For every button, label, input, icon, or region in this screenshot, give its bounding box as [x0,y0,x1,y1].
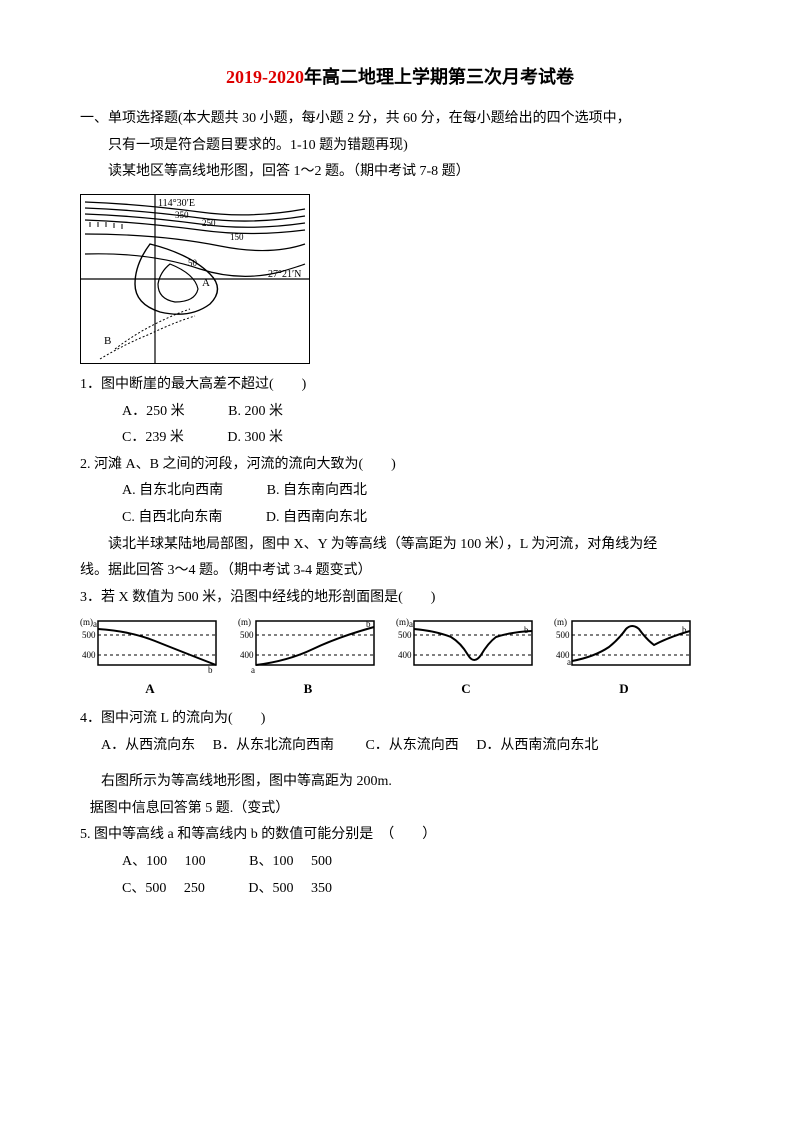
profile-b: (m) a 500 400 b B [238,617,378,702]
pre5-line2: 据图中信息回答第 5 题.（变式） [80,796,720,823]
profile-a: (m) a 500 400 b A [80,617,220,702]
q2-options-row1: A. 自东北向西南 B. 自东南向西北 [80,478,720,505]
q1-text: 1．图中断崖的最大高差不超过( ) [80,372,720,399]
pre5-line1: 右图所示为等高线地形图，图中等高距为 200m. [80,769,720,796]
q4-text: 4．图中河流 L 的流向为( ) [80,706,720,733]
q2-b: B. 自东南向西北 [267,478,367,505]
section-heading: 一、单项选择题(本大题共 30 小题，每小题 2 分，共 60 分，在每小题给出… [80,106,720,133]
svg-text:b: b [524,625,529,635]
section-line3: 读某地区等高线地形图，回答 1～2 题。（期中考试 7-8 题） [80,159,720,186]
q5-options-row1: A、100 100 B、100 500 [80,849,720,876]
q1-options-row1: A．250 米 B. 200 米 [80,399,720,426]
svg-text:400: 400 [398,650,412,660]
q5-options-row2: C、500 250 D、500 350 [80,876,720,903]
title-black: 年高二地理上学期第三次月考试卷 [304,67,574,87]
profile-diagrams: (m) a 500 400 b A (m) a 500 400 b B (m [80,617,720,702]
q2-text: 2. 河滩 A、B 之间的河段，河流的流向大致为( ) [80,452,720,479]
contour-map: 114°30′E 27°21′N 350 250 150 50 A B [80,194,720,364]
q2-d: D. 自西南向东北 [266,505,367,532]
q4-b: B．从东北流向西南 [213,738,334,753]
q4-d: D．从西南流向东北 [476,738,598,753]
q1-c: C．239 米 [122,425,184,452]
q4-a: A．从西流向东 [101,738,195,753]
svg-text:150: 150 [230,232,244,242]
svg-text:(m): (m) [396,617,409,627]
svg-text:400: 400 [240,650,254,660]
svg-text:500: 500 [240,630,254,640]
svg-text:a: a [251,665,255,675]
profile-c: (m) a 500 400 b C [396,617,536,702]
q4-options: A．从西流向东 B．从东北流向西南 C．从东流向西 D．从西南流向东北 [80,733,720,760]
svg-text:400: 400 [556,650,570,660]
q1-options-row2: C．239 米 D. 300 米 [80,425,720,452]
svg-text:a: a [93,619,97,629]
profile-a-label: A [80,677,220,702]
profile-d-label: D [554,677,694,702]
q5-b: B、100 500 [249,849,332,876]
q5-c: C、500 250 [122,876,205,903]
svg-text:50: 50 [188,258,198,268]
q4-c: C．从东流向西 [365,738,458,753]
svg-text:b: b [208,665,213,675]
q2-c: C. 自西北向东南 [122,505,222,532]
svg-text:(m): (m) [554,617,567,627]
svg-text:(m): (m) [238,617,251,627]
svg-text:350: 350 [175,210,189,220]
svg-text:400: 400 [82,650,96,660]
q2-options-row2: C. 自西北向东南 D. 自西南向东北 [80,505,720,532]
q1-d: D. 300 米 [227,425,283,452]
pre34-line1: 读北半球某陆地局部图，图中 X、Y 为等高线（等高距为 100 米），L 为河流… [80,532,720,559]
svg-text:500: 500 [398,630,412,640]
point-b: B [104,335,111,347]
profile-b-label: B [238,677,378,702]
q2-a: A. 自东北向西南 [122,478,223,505]
q3-text: 3．若 X 数值为 500 米，沿图中经线的地形剖面图是( ) [80,585,720,612]
svg-text:250: 250 [202,218,216,228]
q1-b: B. 200 米 [228,399,283,426]
q5-d: D、500 350 [248,876,332,903]
svg-text:(m): (m) [80,617,93,627]
q5-a: A、100 100 [122,849,206,876]
section-line2: 只有一项是符合题目要求的。1-10 题为错题再现) [80,133,720,160]
q1-a: A．250 米 [122,399,185,426]
q5-text: 5. 图中等高线 a 和等高线内 b 的数值可能分别是 （ ） [80,822,720,849]
profile-c-label: C [396,677,536,702]
pre34-line2: 线。据此回答 3～4 题。（期中考试 3-4 题变式） [80,558,720,585]
svg-text:a: a [409,619,413,629]
svg-text:500: 500 [556,630,570,640]
title-red: 2019-2020 [226,67,304,87]
point-a: A [202,277,210,289]
profile-d: (m) a 500 400 b D [554,617,694,702]
svg-text:500: 500 [82,630,96,640]
page-title: 2019-2020年高二地理上学期第三次月考试卷 [80,60,720,94]
